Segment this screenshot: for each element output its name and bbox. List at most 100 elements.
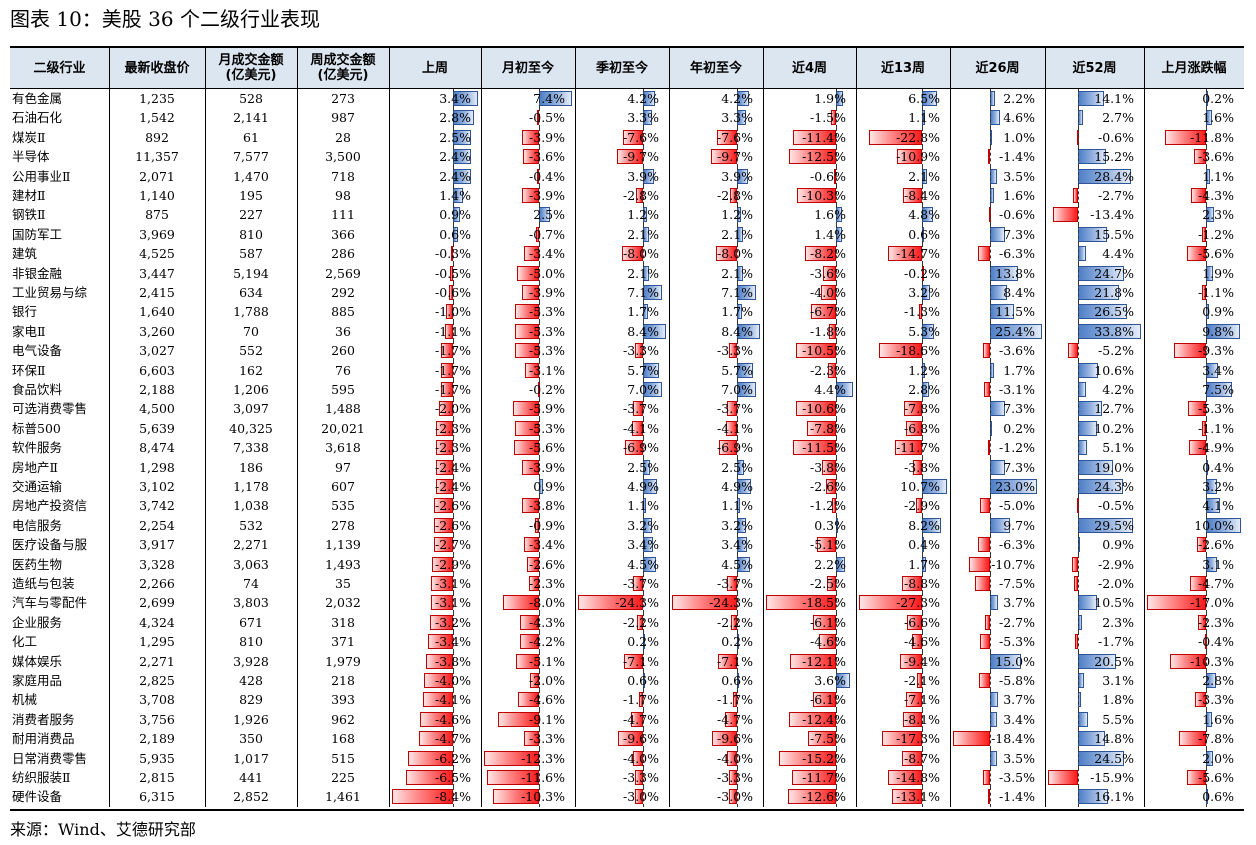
bar-mtd <box>523 246 539 262</box>
bar-w13 <box>919 304 923 320</box>
pct-ytd: -2.2% <box>717 614 753 630</box>
bar-last_week <box>449 265 454 281</box>
pct-w26: 23.0% <box>995 479 1035 494</box>
zero-axis <box>1077 690 1079 710</box>
bar-w26 <box>984 382 991 397</box>
zero-axis <box>538 554 540 574</box>
bar-w13 <box>903 711 923 727</box>
bar-mtd <box>520 634 539 650</box>
column-divider <box>389 48 390 807</box>
pct-qtd: 3.4% <box>627 537 659 553</box>
weekly-turnover: 1,979 <box>325 653 361 669</box>
pct-qtd: -6.9% <box>623 440 659 456</box>
industry-name: 房地产投资信 <box>12 498 88 514</box>
pct-last_week: -2.7% <box>435 537 471 553</box>
source-note: 来源：Wind、艾德研究部 <box>10 820 196 839</box>
zero-axis <box>922 263 924 283</box>
pct-w4: -3.8% <box>810 459 846 475</box>
weekly-turnover: 98 <box>335 188 351 203</box>
pct-w4: 4.4% <box>814 382 846 397</box>
zero-axis <box>1077 457 1079 477</box>
pct-w52: 2.3% <box>1102 614 1134 630</box>
pct-w52: -13.4% <box>1090 207 1134 223</box>
bar-qtd <box>635 188 644 203</box>
weekly-turnover: 218 <box>331 673 355 688</box>
zero-axis <box>990 671 992 691</box>
industry-name: 电信服务 <box>12 517 63 533</box>
pct-w4: -0.6% <box>810 168 846 184</box>
zero-axis <box>1206 748 1208 768</box>
pct-w52: 0.9% <box>1102 537 1134 553</box>
zero-axis <box>737 671 739 691</box>
pct-w52: 2.7% <box>1102 110 1134 126</box>
pct-mtd: -5.3% <box>529 323 565 339</box>
zero-axis <box>643 768 645 788</box>
pct-w26: 13.8% <box>995 265 1035 281</box>
header-w13: 近13周 <box>880 60 926 76</box>
zero-axis <box>737 748 739 768</box>
zero-axis <box>1206 341 1208 361</box>
bar-ytd <box>672 595 738 611</box>
bar-mtd <box>521 188 539 203</box>
header-w4: 近4周 <box>791 60 828 76</box>
pct-w52: 20.5% <box>1094 653 1134 669</box>
close-price: 3,756 <box>139 711 175 727</box>
pct-last_week: 0.6% <box>439 226 471 242</box>
table-row: 石油石化 1,542 2,141 987 2.8% -0.5% 3.3% 3.3% -1.5% 1… <box>10 108 1244 128</box>
bar-w13 <box>895 440 923 456</box>
zero-axis <box>643 632 645 652</box>
monthly-turnover: 528 <box>239 91 263 106</box>
pct-qtd: -4.0% <box>623 750 659 766</box>
pct-qtd: 4.9% <box>627 479 659 494</box>
zero-axis <box>990 244 992 264</box>
zero-axis <box>1077 768 1079 788</box>
zero-axis <box>836 263 838 283</box>
bar-ytd <box>711 731 738 747</box>
bar-w4 <box>813 692 837 708</box>
bar-mtd <box>503 595 539 611</box>
bar-last_month <box>1173 343 1207 359</box>
bar-w52 <box>1074 576 1078 591</box>
bar-w52 <box>1072 556 1078 572</box>
table-row: 房地产Ⅱ 1,298 186 97 -2.4% -3.9% 2.5% 2.5% -3.8% -3.… <box>10 457 1244 477</box>
industry-name: 医药生物 <box>12 556 63 572</box>
zero-axis <box>643 127 645 148</box>
pct-w13: 10.7% <box>900 479 940 494</box>
pct-w26: 3.7% <box>1003 595 1035 611</box>
header-w52: 近52周 <box>1072 60 1117 76</box>
pct-ytd: 4.9% <box>721 479 753 494</box>
pct-w13: -14.8% <box>896 770 940 785</box>
zero-axis <box>643 418 645 439</box>
bar-ytd <box>732 692 738 708</box>
bar-mtd <box>519 614 539 630</box>
pct-ytd: 8.4% <box>721 323 753 339</box>
zero-axis <box>453 748 455 768</box>
zero-axis <box>453 127 455 148</box>
pct-last_month: 0.2% <box>1202 91 1234 106</box>
pct-w26: -1.4% <box>999 149 1035 165</box>
bar-w13 <box>869 129 923 145</box>
zero-axis <box>836 651 838 671</box>
bar-w26 <box>968 556 991 572</box>
pct-w4: 1.4% <box>814 226 846 242</box>
bar-qtd <box>635 789 644 805</box>
zero-axis <box>836 593 838 613</box>
close-price: 1,542 <box>139 110 175 126</box>
zero-axis <box>1077 632 1079 652</box>
zero-axis <box>538 729 540 749</box>
zero-axis <box>538 457 540 477</box>
bar-last_week <box>430 595 454 611</box>
zero-axis <box>737 690 739 710</box>
bar-last_week <box>448 285 454 300</box>
table-row: 有色金属 1,235 528 273 3.4% 7.4% 4.2% 4.2% 1.9% 6.5% 2… <box>10 89 1244 109</box>
bar-last_month <box>1147 595 1207 611</box>
bar-last_week <box>425 653 454 669</box>
pct-last_month: -1.1% <box>1198 285 1234 300</box>
pct-last_week: -1.7% <box>435 382 471 397</box>
pct-w26: -1.4% <box>999 789 1035 805</box>
zero-axis <box>538 593 540 613</box>
zero-axis <box>990 205 992 225</box>
bar-ytd <box>711 149 738 165</box>
pct-w13: 6.5% <box>908 91 940 106</box>
pct-w13: -6.8% <box>904 420 940 436</box>
